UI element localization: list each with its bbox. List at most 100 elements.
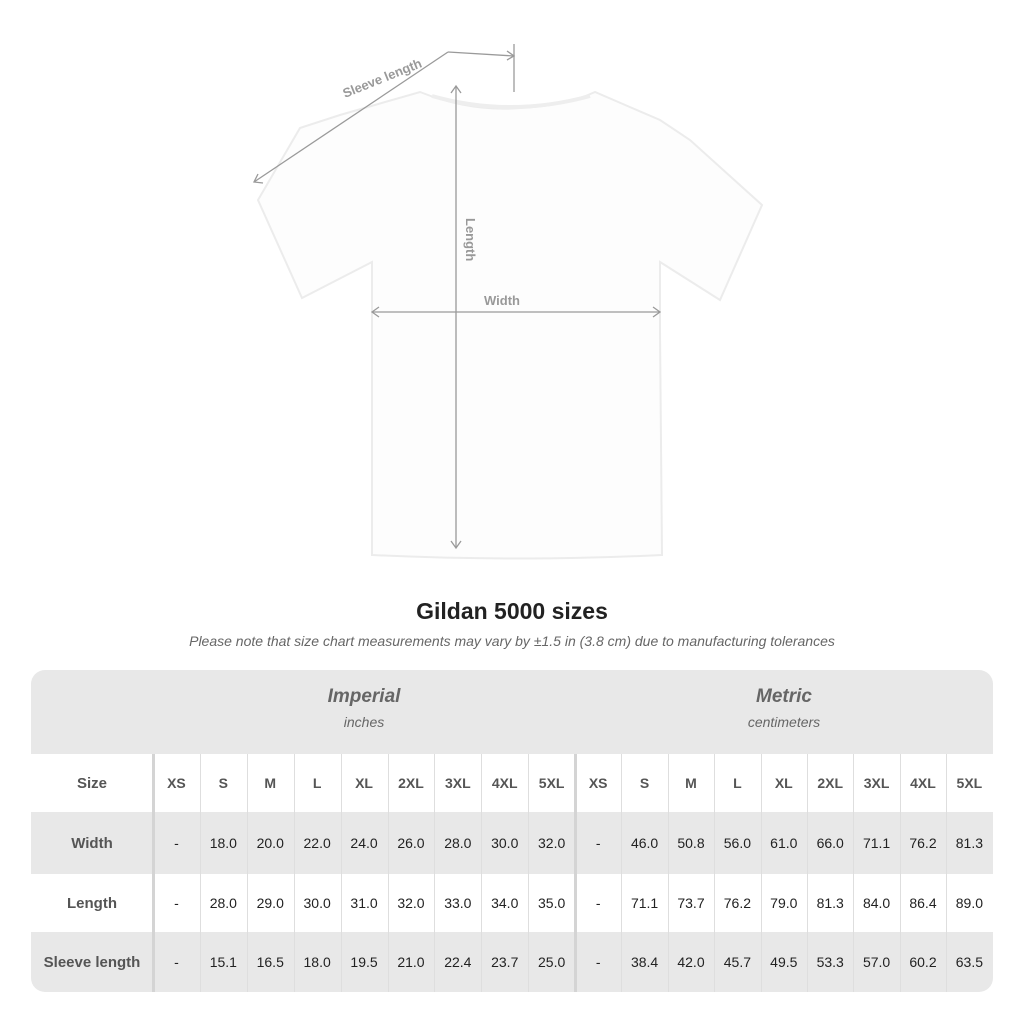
imperial-value: 24.0 <box>350 835 378 851</box>
size-3xl-cm: 3XL <box>863 775 890 791</box>
size-2xl-in: 2XL <box>398 775 424 791</box>
metric-value: 46.0 <box>630 835 659 851</box>
column-divider <box>528 754 530 992</box>
tshirt-diagram: Sleeve length Length Width <box>253 44 764 560</box>
imperial-value: 35.0 <box>538 895 566 911</box>
table-row: Length - 28.0 29.0 30.0 31.0 32.0 33.0 34.0 35.0 -… <box>31 874 993 932</box>
size-l-cm: L <box>733 775 742 791</box>
size-m-in: M <box>264 775 277 791</box>
metric-value: 56.0 <box>723 835 751 851</box>
column-divider <box>714 754 716 992</box>
metric-value: 81.3 <box>955 835 983 851</box>
size-4xl-cm: 4XL <box>910 775 936 791</box>
column-divider <box>434 754 436 992</box>
size-s-cm: S <box>639 775 650 791</box>
metric-heading: Metric <box>756 686 812 707</box>
imperial-value: 34.0 <box>491 895 519 911</box>
metric-value: 89.0 <box>955 895 983 911</box>
column-divider <box>293 754 295 992</box>
column-divider <box>481 754 483 992</box>
row-label: Length <box>67 894 117 912</box>
size-xl-in: XL <box>355 775 373 791</box>
metric-value: - <box>595 895 601 911</box>
imperial-value: 16.5 <box>256 954 284 970</box>
size-header-row: Size XS S M L XL 2XL 3XL 4XL 5XL XS S M L XL 2XL 3XL 4XL 5… <box>31 754 993 812</box>
column-divider <box>246 754 248 992</box>
column-divider <box>152 754 155 992</box>
imperial-value: - <box>174 835 179 851</box>
imperial-value: 18.0 <box>303 954 331 970</box>
imperial-value: 28.0 <box>209 895 237 911</box>
imperial-value: 22.0 <box>303 835 331 851</box>
imperial-value: 33.0 <box>444 895 472 911</box>
metric-value: 60.2 <box>909 954 937 970</box>
imperial-value: 32.0 <box>538 835 566 851</box>
metric-value: 53.3 <box>816 954 844 970</box>
column-divider <box>667 754 669 992</box>
column-divider <box>760 754 762 992</box>
page-title: Gildan 5000 sizes <box>416 598 608 624</box>
imperial-value: - <box>174 895 179 911</box>
table-row: Width - 18.0 20.0 22.0 24.0 26.0 28.0 30.0 32.0 - 4… <box>31 812 993 874</box>
metric-value: 49.5 <box>770 954 798 970</box>
metric-group: Metric centimeters <box>575 686 993 730</box>
size-xs-cm: XS <box>588 775 608 791</box>
metric-value: 86.4 <box>909 895 937 911</box>
metric-value: 63.5 <box>955 954 983 970</box>
imperial-value: 26.0 <box>397 835 425 851</box>
tshirt-image <box>256 90 764 560</box>
imperial-value: 21.0 <box>397 954 425 970</box>
imperial-value: 18.0 <box>209 835 237 851</box>
size-m-cm: M <box>685 775 697 791</box>
imperial-heading: Imperial <box>327 686 401 707</box>
size-label: Size <box>76 774 107 792</box>
metric-value: 79.0 <box>770 895 798 911</box>
metric-value: 42.0 <box>677 954 705 970</box>
column-divider <box>807 754 808 992</box>
column-divider <box>946 754 948 992</box>
size-5xl-cm: 5XL <box>956 775 983 791</box>
column-divider <box>899 754 901 992</box>
imperial-value: 30.0 <box>491 835 519 851</box>
metric-value: 71.1 <box>862 835 891 851</box>
table-header-band: Imperial inches Metric centimeters <box>31 670 993 754</box>
column-divider <box>387 754 389 992</box>
imperial-value: 28.0 <box>444 835 472 851</box>
size-xl-cm: XL <box>774 775 793 791</box>
tolerance-note: Please note that size chart measurements… <box>189 633 835 649</box>
metric-value: 71.1 <box>630 895 659 911</box>
column-divider <box>199 754 201 992</box>
column-divider <box>574 754 577 992</box>
metric-value: 84.0 <box>862 895 891 911</box>
size-s-in: S <box>218 775 228 791</box>
size-table: Imperial inches Metric centimeters Size X… <box>31 670 993 992</box>
metric-value: 45.7 <box>723 954 751 970</box>
imperial-value: 32.0 <box>397 895 425 911</box>
column-divider <box>621 754 623 992</box>
imperial-value: 23.7 <box>491 954 519 970</box>
metric-value: - <box>595 954 601 970</box>
imperial-value: 22.4 <box>444 954 472 970</box>
imperial-value: 30.0 <box>303 895 331 911</box>
metric-value: 81.3 <box>816 895 844 911</box>
imperial-value: 20.0 <box>256 835 284 851</box>
metric-value: - <box>595 835 601 851</box>
metric-value: 66.0 <box>816 835 844 851</box>
width-label: Width <box>484 293 520 308</box>
size-3xl-in: 3XL <box>444 775 471 791</box>
imperial-value: 15.1 <box>209 954 237 970</box>
metric-value: 61.0 <box>770 835 798 851</box>
metric-unit: centimeters <box>747 714 821 730</box>
imperial-value: 31.0 <box>350 895 378 911</box>
metric-value: 38.4 <box>630 954 659 970</box>
imperial-value: - <box>174 954 179 970</box>
column-divider <box>340 754 342 992</box>
column-divider <box>853 754 855 992</box>
size-4xl-in: 4XL <box>491 775 518 791</box>
row-label: Width <box>71 834 113 852</box>
table-row: Sleeve length - 15.1 16.5 18.0 19.5 21.0 22.4 23… <box>31 932 993 992</box>
metric-value: 76.2 <box>909 835 937 851</box>
imperial-value: 19.5 <box>350 954 378 970</box>
size-xs-in: XS <box>167 775 186 791</box>
metric-value: 57.0 <box>862 954 891 970</box>
